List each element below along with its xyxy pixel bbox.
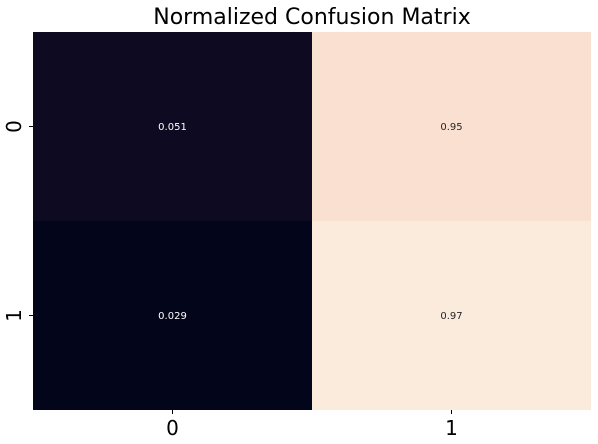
heatmap-grid: 0.051 0.95 0.029 0.97 (33, 32, 591, 410)
x-tick-label-0: 0 (166, 416, 179, 440)
heatmap-cell-1-1 (312, 221, 591, 410)
cell-value-label-1-0: 0.029 (158, 311, 187, 322)
cell-value-label-0-1: 0.95 (440, 122, 462, 133)
heatmap-cell-0-1 (312, 32, 591, 221)
cell-value-label-0-0: 0.051 (158, 122, 187, 133)
heatmap-cell-0-0 (33, 32, 312, 221)
y-tick-label-0: 0 (2, 120, 26, 133)
y-axis: 01 (2, 120, 33, 322)
y-tick-label-1: 1 (2, 309, 26, 322)
heatmap-cell-1-0 (33, 221, 312, 410)
x-tick-label-1: 1 (445, 416, 458, 440)
cell-value-label-1-1: 0.97 (440, 311, 462, 322)
chart-title: Normalized Confusion Matrix (153, 5, 470, 30)
